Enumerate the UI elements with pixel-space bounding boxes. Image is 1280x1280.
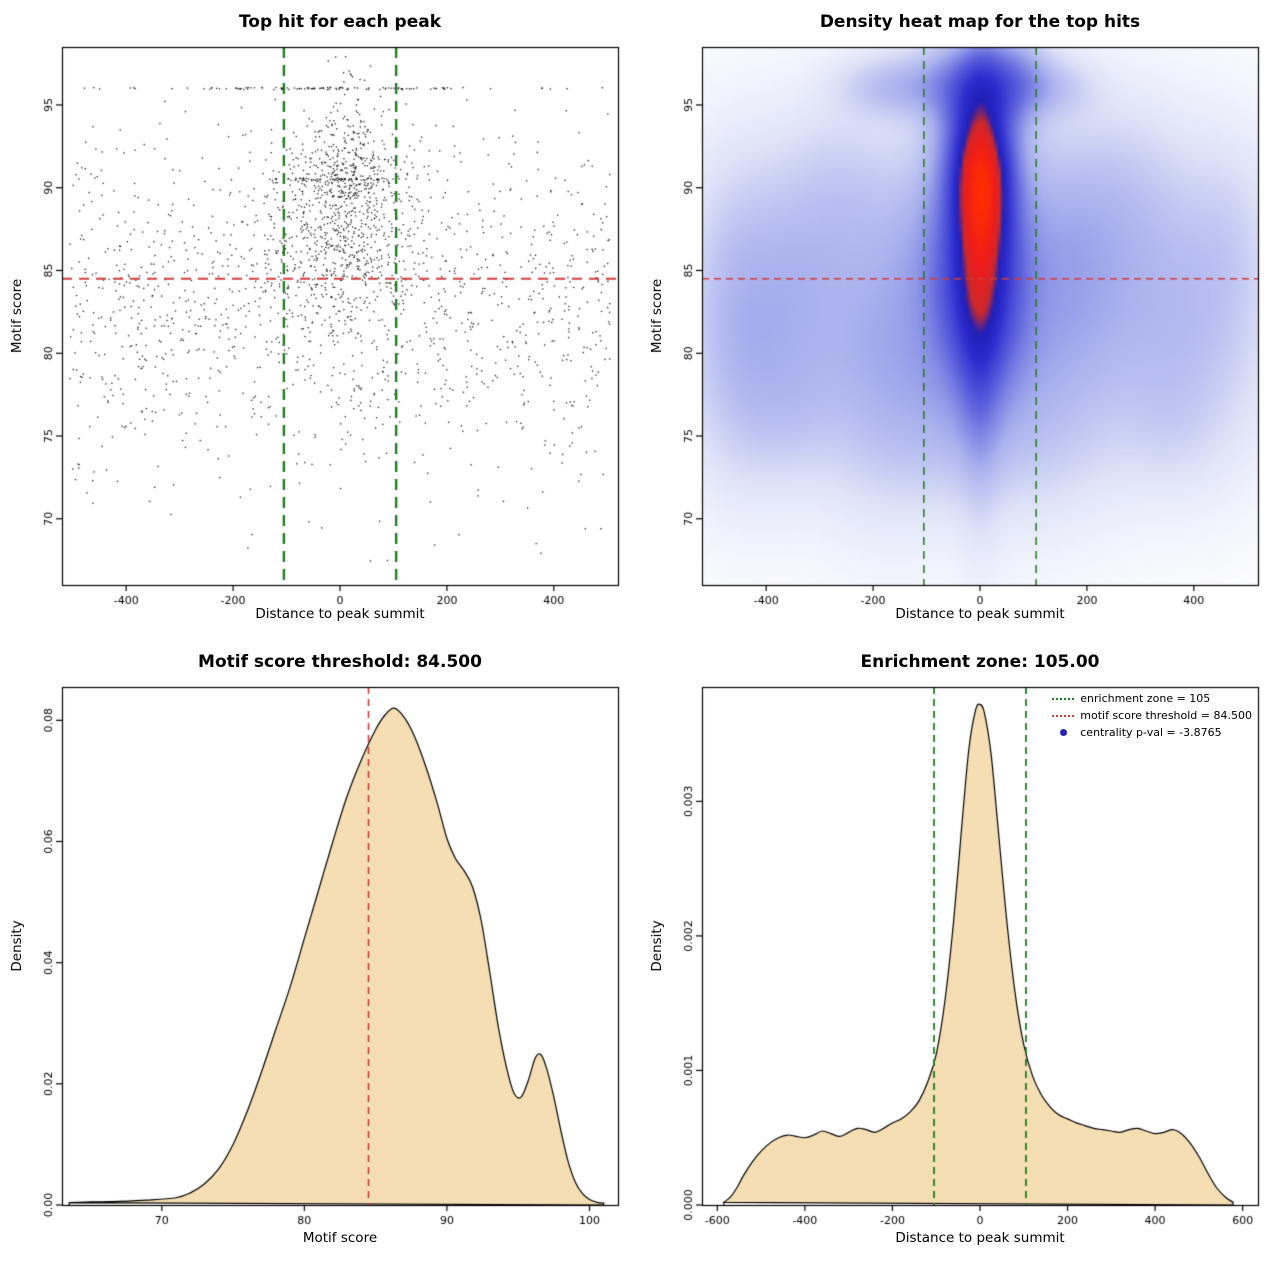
legend-item-enrichment-zone: enrichment zone = 105 bbox=[1052, 690, 1252, 707]
distance-density-y-axis-label: Density bbox=[649, 920, 665, 972]
heatmap-title: Density heat map for the top hits bbox=[819, 12, 1141, 32]
distance-density-title: Enrichment zone: 105.00 bbox=[860, 652, 1100, 672]
blue-dot-swatch bbox=[1060, 729, 1068, 736]
panel-score-density: Motif score threshold: 84.500 Motif scor… bbox=[0, 640, 640, 1280]
legend-label-enrichment-zone: enrichment zone = 105 bbox=[1080, 692, 1211, 705]
legend-item-motif-threshold: motif score threshold = 84.500 bbox=[1052, 707, 1252, 724]
score-density-plot-canvas bbox=[0, 640, 640, 1280]
scatter-y-axis-label: Motif score bbox=[9, 278, 25, 354]
legend-item-centrality-pval: centrality p-val = -3.8765 bbox=[1052, 724, 1252, 741]
panel-distance-density: Enrichment zone: 105.00 Distance to peak… bbox=[640, 640, 1280, 1280]
score-density-title: Motif score threshold: 84.500 bbox=[198, 652, 482, 672]
scatter-title: Top hit for each peak bbox=[238, 12, 442, 32]
heatmap-plot-canvas bbox=[640, 0, 1280, 640]
distance-density-x-axis-label: Distance to peak summit bbox=[895, 1230, 1065, 1246]
scatter-plot-canvas bbox=[0, 0, 640, 640]
score-density-x-axis-label: Motif score bbox=[302, 1230, 378, 1246]
scatter-x-axis-label: Distance to peak summit bbox=[255, 606, 425, 622]
legend: enrichment zone = 105 motif score thresh… bbox=[1052, 690, 1252, 741]
heatmap-y-axis-label: Motif score bbox=[649, 278, 665, 354]
dotted-line-swatch-green bbox=[1052, 697, 1075, 700]
legend-label-centrality-pval: centrality p-val = -3.8765 bbox=[1080, 726, 1222, 739]
legend-label-motif-threshold: motif score threshold = 84.500 bbox=[1080, 709, 1252, 722]
panel-scatter: Top hit for each peak Distance to peak s… bbox=[0, 0, 640, 640]
score-density-y-axis-label: Density bbox=[9, 920, 25, 972]
distance-density-plot-canvas bbox=[640, 640, 1280, 1280]
dotted-line-swatch-red bbox=[1052, 714, 1075, 717]
panel-heatmap: Density heat map for the top hits Distan… bbox=[640, 0, 1280, 640]
heatmap-x-axis-label: Distance to peak summit bbox=[895, 606, 1065, 622]
